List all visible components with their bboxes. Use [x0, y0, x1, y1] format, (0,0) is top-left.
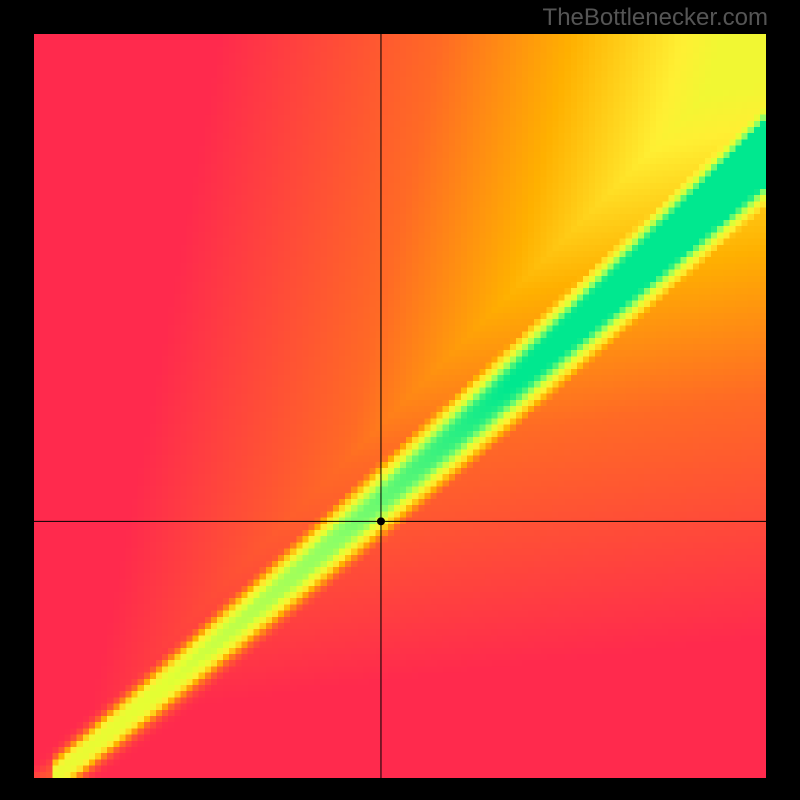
chart-container: TheBottlenecker.com	[0, 0, 800, 800]
bottleneck-heatmap	[34, 34, 766, 778]
watermark-text: TheBottlenecker.com	[543, 4, 768, 32]
